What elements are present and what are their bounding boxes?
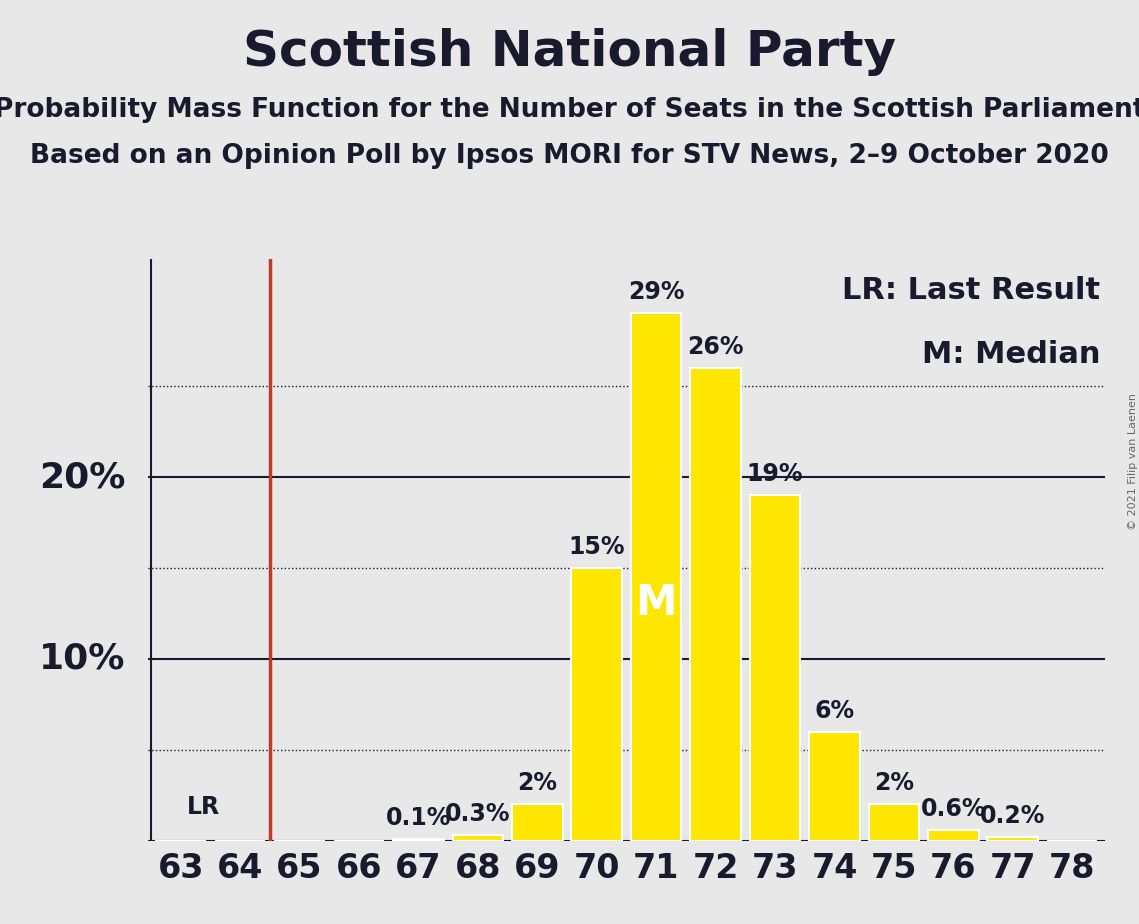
Text: LR: Last Result: LR: Last Result [842, 276, 1100, 305]
Text: M: M [636, 582, 677, 625]
Bar [631, 313, 681, 841]
Text: 0.2%: 0.2% [980, 804, 1046, 828]
Text: 26%: 26% [687, 334, 744, 359]
Bar [393, 839, 444, 841]
Text: M: Median: M: Median [921, 340, 1100, 370]
Text: LR: LR [187, 795, 220, 819]
Text: 2%: 2% [517, 772, 557, 796]
Text: 20%: 20% [39, 460, 125, 494]
Bar [869, 805, 919, 841]
Text: 0.3%: 0.3% [445, 802, 510, 826]
Text: © 2021 Filip van Laenen: © 2021 Filip van Laenen [1129, 394, 1138, 530]
Text: 15%: 15% [568, 535, 625, 559]
Text: 2%: 2% [874, 772, 913, 796]
Bar [988, 837, 1038, 841]
Bar [809, 732, 860, 841]
Text: Based on an Opinion Poll by Ipsos MORI for STV News, 2–9 October 2020: Based on an Opinion Poll by Ipsos MORI f… [30, 143, 1109, 169]
Text: Probability Mass Function for the Number of Seats in the Scottish Parliament: Probability Mass Function for the Number… [0, 97, 1139, 123]
Text: 29%: 29% [628, 280, 685, 304]
Text: 0.1%: 0.1% [386, 806, 451, 830]
Text: 6%: 6% [814, 699, 854, 723]
Text: Scottish National Party: Scottish National Party [243, 28, 896, 76]
Bar [513, 805, 563, 841]
Text: 19%: 19% [747, 462, 803, 486]
Bar [749, 495, 801, 841]
Text: 10%: 10% [39, 642, 125, 676]
Bar [572, 568, 622, 841]
Bar [452, 835, 503, 841]
Bar [928, 830, 978, 841]
Bar [690, 368, 740, 841]
Text: 0.6%: 0.6% [920, 796, 986, 821]
